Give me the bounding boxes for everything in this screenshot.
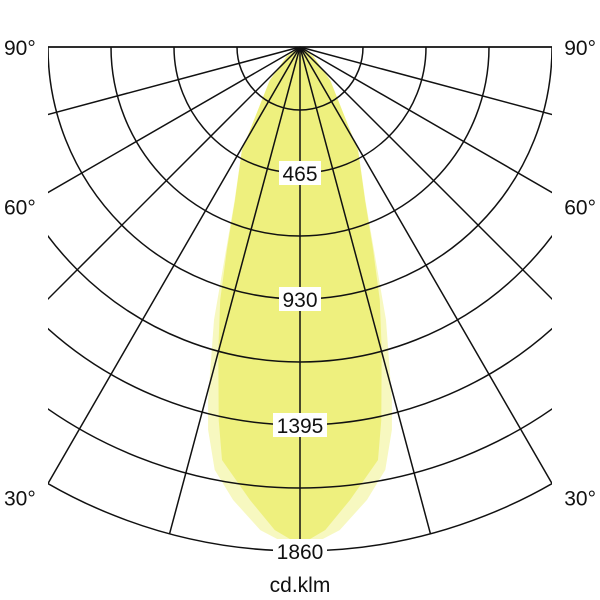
grid-spoke bbox=[299, 46, 552, 194]
radial-tick-labels: 465 930 1395 1860 bbox=[273, 161, 327, 564]
grid-spoke bbox=[299, 46, 552, 484]
radial-tick-label: 1395 bbox=[277, 415, 324, 438]
radial-tick-label: 465 bbox=[282, 163, 317, 186]
radial-tick-label: 930 bbox=[282, 289, 317, 312]
unit-label: cd.klm bbox=[270, 574, 331, 597]
grid-spoke bbox=[299, 46, 432, 535]
tick-label-bg bbox=[273, 413, 327, 437]
tick-label-bg bbox=[279, 287, 321, 311]
angle-label-right: 60° bbox=[564, 196, 596, 219]
angle-label-right: 30° bbox=[564, 487, 596, 510]
grid-spoke bbox=[299, 46, 552, 116]
grid-spoke bbox=[299, 46, 552, 301]
grid-spoke bbox=[48, 46, 301, 484]
angle-label-right: 90° bbox=[564, 37, 596, 60]
grid-spoke bbox=[48, 46, 301, 116]
grid-spoke bbox=[48, 46, 301, 194]
grid-spoke bbox=[48, 46, 301, 301]
angle-label-left: 90° bbox=[4, 37, 36, 60]
grid-spoke bbox=[168, 46, 301, 535]
angle-label-left: 60° bbox=[4, 196, 36, 219]
radial-tick-label: 1860 bbox=[277, 541, 324, 564]
tick-label-bg bbox=[273, 539, 327, 563]
tick-label-bg bbox=[279, 161, 321, 185]
angle-label-left: 30° bbox=[4, 487, 36, 510]
angle-labels: 90° 90° 60° 60° 30° 30° bbox=[4, 37, 596, 510]
